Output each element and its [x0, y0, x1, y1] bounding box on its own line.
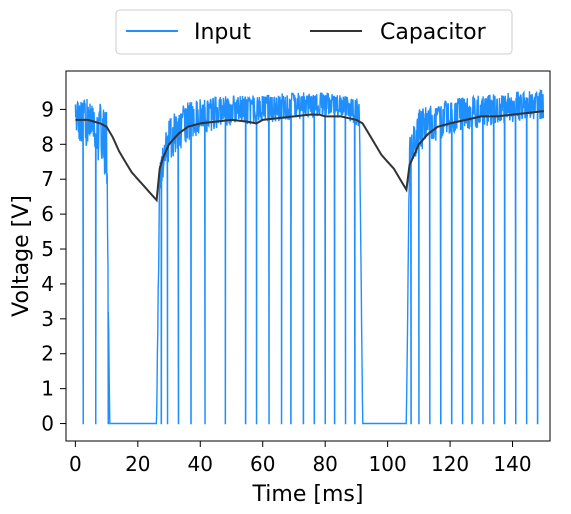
x-tick-label: 120 — [431, 452, 469, 476]
y-axis-ticks: 0 1 2 3 4 5 6 7 8 9 — [41, 97, 66, 436]
series-capacitor — [75, 110, 544, 203]
y-tick-label: 1 — [41, 377, 54, 401]
series-input — [74, 88, 545, 425]
y-tick-label: 4 — [41, 272, 54, 296]
y-tick-label: 9 — [41, 97, 54, 121]
x-tick-label: 100 — [369, 452, 407, 476]
y-tick-label: 5 — [41, 237, 54, 261]
capacitor-line — [75, 110, 544, 203]
x-tick-label: 20 — [125, 452, 150, 476]
y-tick-label: 3 — [41, 307, 54, 331]
legend-input-label: Input — [194, 20, 251, 45]
legend: Input Capacitor — [115, 9, 513, 55]
x-tick-label: 140 — [493, 452, 531, 476]
input-line — [74, 88, 545, 425]
x-axis-label: Time [ms] — [252, 482, 364, 507]
y-tick-label: 6 — [41, 202, 54, 226]
y-tick-label: 8 — [41, 132, 54, 156]
legend-capacitor-label: Capacitor — [380, 20, 487, 45]
x-tick-label: 60 — [250, 452, 275, 476]
x-tick-label: 40 — [188, 452, 213, 476]
y-tick-label: 0 — [41, 412, 54, 436]
y-tick-label: 7 — [41, 167, 54, 191]
y-axis-label: Voltage [V] — [9, 195, 34, 317]
x-tick-label: 0 — [69, 452, 82, 476]
plot-frame — [65, 70, 551, 442]
x-tick-label: 80 — [312, 452, 337, 476]
x-axis-ticks: 0 20 40 60 80 100 120 140 — [69, 441, 532, 476]
y-tick-label: 2 — [41, 342, 54, 366]
